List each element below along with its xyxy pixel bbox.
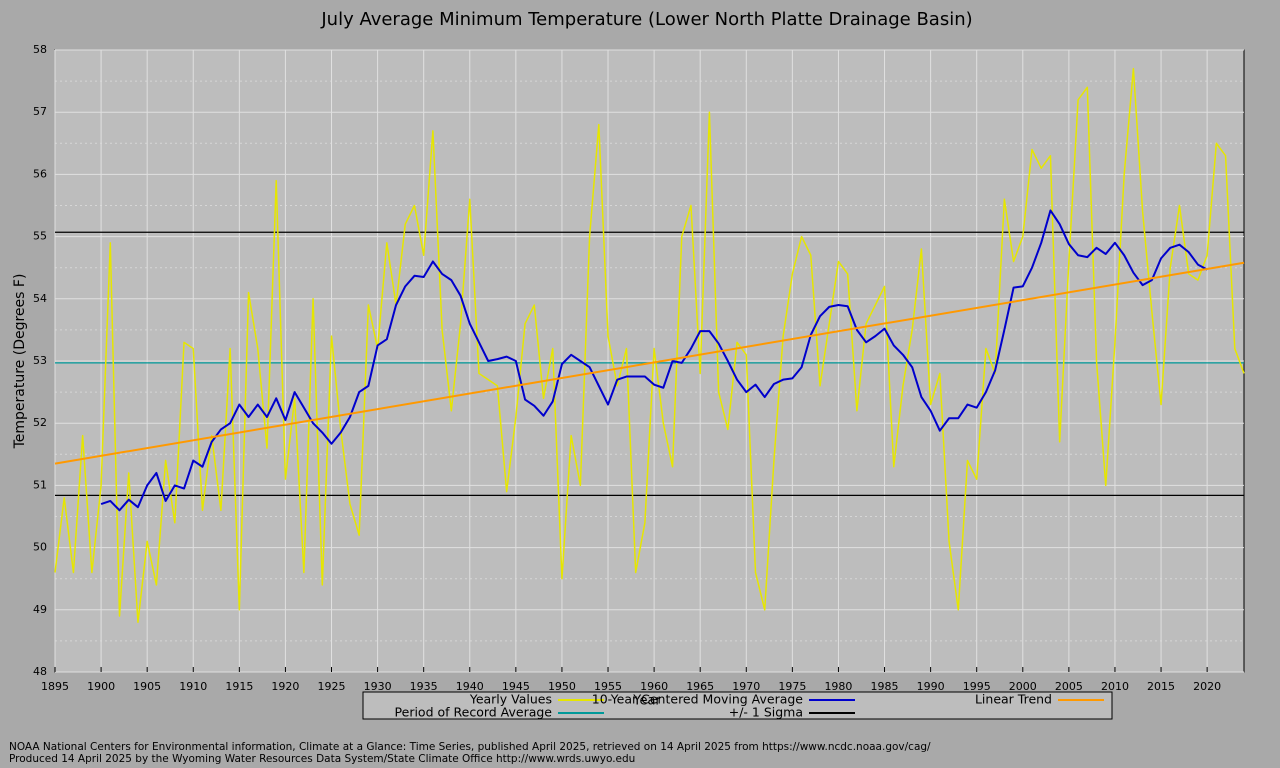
x-tick-label: 1910 [179, 680, 207, 693]
y-tick-label: 57 [33, 105, 47, 118]
x-tick-label: 1930 [364, 680, 392, 693]
footnote: NOAA National Centers for Environmental … [9, 741, 931, 753]
x-tick-label: 1940 [456, 680, 484, 693]
x-tick-label: 2005 [1055, 680, 1083, 693]
legend-label: Yearly Values [469, 692, 552, 707]
x-tick-label: 2020 [1193, 680, 1221, 693]
x-tick-label: 1955 [594, 680, 622, 693]
x-tick-label: 1925 [318, 680, 346, 693]
legend-label: +/- 1 Sigma [729, 705, 803, 720]
legend-label: 10-Year Centered Moving Average [592, 692, 804, 707]
y-tick-label: 54 [33, 292, 47, 305]
trend-line [54, 261, 1245, 465]
x-tick-label: 2015 [1147, 680, 1175, 693]
x-axis-label: Year [632, 694, 661, 709]
x-tick-label: 1945 [502, 680, 530, 693]
x-tick-label: 1970 [732, 680, 760, 693]
x-tick-label: 1980 [824, 680, 852, 693]
x-tick-label: 1985 [871, 680, 899, 693]
footnote: Produced 14 April 2025 by the Wyoming Wa… [9, 753, 635, 765]
x-tick-label: 2010 [1101, 680, 1129, 693]
x-tick-label: 2000 [1009, 680, 1037, 693]
x-tick-label: 1905 [133, 680, 161, 693]
x-tick-label: 1915 [225, 680, 253, 693]
y-tick-label: 55 [33, 230, 47, 243]
legend [362, 691, 1113, 720]
x-tick-label: 1965 [686, 680, 714, 693]
yearly-line [54, 67, 1245, 623]
x-tick-label: 1920 [271, 680, 299, 693]
x-tick-label: 1975 [778, 680, 806, 693]
y-tick-label: 50 [33, 541, 47, 554]
y-axis-label: Temperature (Degrees F) [12, 274, 28, 450]
x-tick-label: 1995 [963, 680, 991, 693]
x-tick-label: 1950 [548, 680, 576, 693]
y-tick-label: 56 [33, 167, 47, 180]
legend-label: Linear Trend [975, 692, 1052, 707]
y-tick-label: 53 [33, 354, 47, 367]
y-tick-label: 49 [33, 603, 47, 616]
x-tick-label: 1895 [41, 680, 69, 693]
y-tick-label: 58 [33, 43, 47, 56]
y-tick-label: 51 [33, 478, 47, 491]
y-tick-label: 52 [33, 416, 47, 429]
y-tick-label: 48 [33, 665, 47, 678]
x-tick-label: 1935 [410, 680, 438, 693]
legend-label: Period of Record Average [395, 705, 553, 720]
x-tick-label: 1960 [640, 680, 668, 693]
moving-average-line [100, 209, 1208, 512]
x-tick-label: 1900 [87, 680, 115, 693]
chart-title: July Average Minimum Temperature (Lower … [320, 9, 972, 30]
x-tick-label: 1990 [917, 680, 945, 693]
